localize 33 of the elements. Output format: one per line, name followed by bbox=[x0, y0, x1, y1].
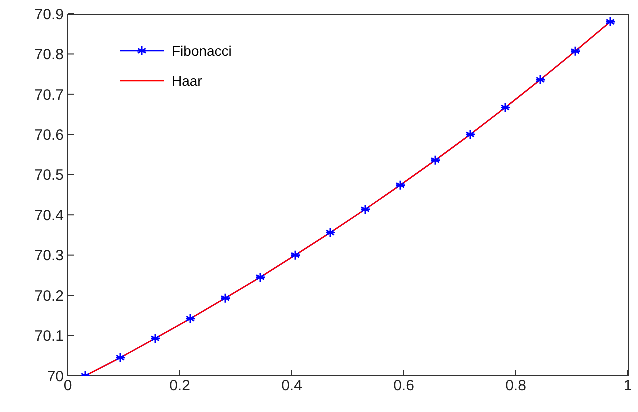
y-tick-label: 70.7 bbox=[34, 86, 64, 104]
legend-label: Fibonacci bbox=[172, 43, 232, 59]
y-tick-label: 70.2 bbox=[34, 288, 64, 305]
y-tick-label: 70 bbox=[47, 368, 64, 386]
y-tick-label: 70.1 bbox=[34, 328, 64, 346]
point bbox=[360, 204, 371, 215]
point bbox=[115, 352, 126, 364]
x-tick-label: 0.8 bbox=[506, 378, 526, 395]
x-tick-label: 0.6 bbox=[394, 378, 414, 395]
y-tick-label: 70.8 bbox=[34, 46, 64, 64]
x-tick-label: 0 bbox=[64, 378, 72, 395]
y-tick-label: 70.6 bbox=[34, 126, 64, 144]
x-tick-label: 0.2 bbox=[170, 378, 190, 395]
point bbox=[570, 46, 581, 57]
point bbox=[430, 155, 441, 166]
y-tick-label: 70.3 bbox=[34, 248, 64, 265]
point bbox=[290, 250, 301, 261]
point bbox=[220, 293, 231, 304]
point bbox=[535, 74, 546, 86]
y-tick-label: 70.4 bbox=[34, 207, 64, 224]
point bbox=[465, 129, 476, 140]
point bbox=[605, 16, 616, 28]
y-tick-label: 70.9 bbox=[34, 6, 64, 24]
legend-label: Haar bbox=[172, 73, 202, 89]
x-tick-label: 1 bbox=[624, 378, 632, 395]
point bbox=[150, 333, 161, 344]
point bbox=[185, 314, 196, 324]
point bbox=[500, 102, 511, 113]
point bbox=[255, 272, 266, 283]
point bbox=[325, 228, 336, 238]
y-tick-label: 70.5 bbox=[34, 167, 64, 184]
point bbox=[395, 180, 406, 191]
x-tick-label: 0.4 bbox=[282, 378, 302, 395]
